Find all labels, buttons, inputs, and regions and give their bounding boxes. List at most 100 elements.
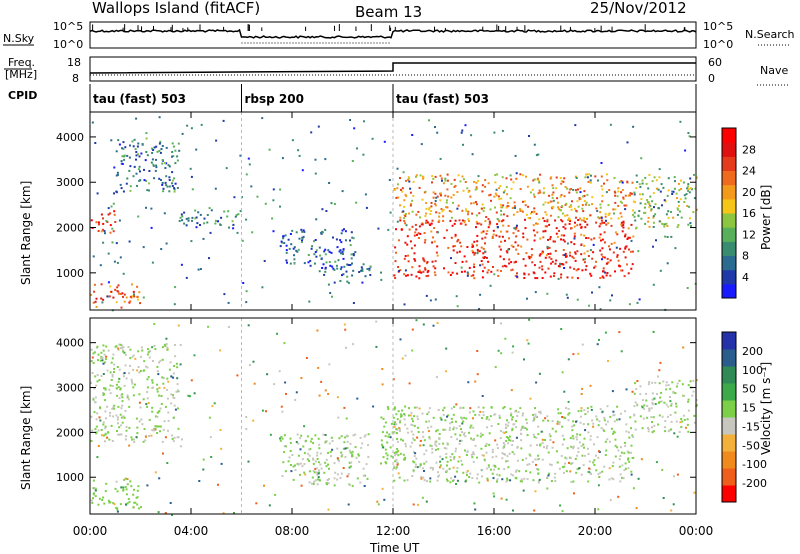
- heatmap-noise: [679, 120, 682, 123]
- heatmap-pixel: [411, 441, 414, 444]
- heatmap-pixel: [593, 237, 596, 240]
- heatmap-pixel: [508, 262, 511, 265]
- x-tick-label: 00:00: [73, 524, 108, 538]
- heatmap-noise: [135, 436, 138, 439]
- heatmap-pixel: [553, 476, 556, 479]
- heatmap-pixel: [481, 276, 484, 279]
- heatmap-pixel: [474, 251, 477, 254]
- heatmap-pixel: [282, 461, 285, 464]
- heatmap-noise: [281, 410, 284, 413]
- heatmap-pixel: [502, 431, 505, 434]
- heatmap-noise: [252, 360, 255, 363]
- heatmap-pixel: [573, 243, 576, 246]
- heatmap-pixel: [600, 219, 603, 222]
- heatmap-pixel: [524, 264, 527, 267]
- heatmap-pixel: [492, 229, 495, 232]
- heatmap-noise: [615, 246, 618, 249]
- heatmap-pixel: [473, 263, 475, 266]
- heatmap-pixel: [459, 439, 462, 442]
- heatmap-pixel: [563, 195, 566, 198]
- heatmap-pixel: [174, 149, 177, 152]
- heatmap-noise: [597, 179, 599, 182]
- heatmap-noise: [561, 510, 564, 513]
- heatmap-pixel: [644, 222, 647, 225]
- heatmap-pixel: [395, 413, 398, 416]
- heatmap-pixel: [574, 189, 577, 192]
- heatmap-pixel: [564, 186, 567, 188]
- heatmap-pixel: [107, 431, 109, 434]
- heatmap-noise: [305, 357, 308, 359]
- heatmap-pixel: [608, 189, 611, 191]
- heatmap-pixel: [128, 301, 131, 304]
- heatmap-pixel: [437, 448, 440, 451]
- heatmap-pixel: [191, 219, 193, 222]
- heatmap-pixel: [533, 264, 536, 267]
- heatmap-noise: [559, 504, 562, 507]
- heatmap-pixel: [92, 479, 95, 482]
- heatmap-pixel: [318, 443, 321, 446]
- heatmap-pixel: [102, 217, 104, 220]
- colorbar-tick-label: -50: [742, 439, 760, 452]
- heatmap-pixel: [326, 483, 328, 486]
- heatmap-pixel: [427, 430, 430, 433]
- cpid-segment-label: tau (fast) 503: [396, 92, 489, 106]
- heatmap-pixel: [187, 219, 190, 222]
- heatmap-pixel: [159, 140, 162, 143]
- heatmap-pixel: [144, 159, 147, 162]
- heatmap-noise: [157, 511, 160, 514]
- heatmap-pixel: [534, 458, 537, 461]
- heatmap-noise: [263, 484, 265, 487]
- heatmap-noise: [601, 258, 603, 261]
- heatmap-pixel: [380, 278, 383, 281]
- heatmap-pixel: [481, 454, 484, 457]
- heatmap-pixel: [597, 456, 600, 459]
- heatmap-pixel: [100, 355, 103, 358]
- heatmap-pixel: [146, 353, 149, 356]
- heatmap-pixel: [499, 203, 502, 206]
- heatmap-pixel: [598, 217, 601, 220]
- heatmap-pixel: [671, 190, 673, 193]
- heatmap-pixel: [347, 281, 350, 284]
- heatmap-pixel: [571, 200, 573, 203]
- heatmap-noise: [500, 209, 503, 212]
- heatmap-noise: [392, 378, 395, 381]
- heatmap-noise: [233, 196, 236, 199]
- heatmap-pixel: [92, 492, 95, 495]
- heatmap-pixel: [322, 433, 325, 436]
- heatmap-pixel: [411, 424, 414, 427]
- heatmap-pixel: [574, 457, 577, 460]
- heatmap-pixel: [446, 173, 449, 176]
- heatmap-pixel: [315, 249, 318, 252]
- heatmap-pixel: [669, 396, 671, 398]
- heatmap-pixel: [577, 410, 580, 413]
- heatmap-pixel: [569, 251, 571, 254]
- heatmap-pixel: [309, 259, 312, 262]
- heatmap-pixel: [136, 295, 139, 298]
- heatmap-pixel: [468, 220, 470, 222]
- heatmap-pixel: [437, 409, 440, 411]
- heatmap-pixel: [435, 444, 438, 447]
- heatmap-pixel: [528, 217, 531, 220]
- heatmap-pixel: [105, 482, 108, 485]
- heatmap-pixel: [334, 471, 337, 474]
- heatmap-pixel: [574, 251, 577, 254]
- heatmap-pixel: [404, 241, 407, 244]
- heatmap-noise: [304, 473, 307, 476]
- heatmap-pixel: [662, 223, 665, 226]
- heatmap-pixel: [544, 225, 547, 228]
- heatmap-pixel: [325, 261, 328, 264]
- heatmap-pixel: [554, 430, 557, 433]
- heatmap-pixel: [138, 393, 141, 396]
- heatmap-pixel: [421, 222, 424, 225]
- heatmap-pixel: [560, 276, 562, 279]
- heatmap-pixel: [556, 461, 559, 464]
- heatmap-pixel: [340, 451, 343, 454]
- heatmap-pixel: [521, 458, 524, 461]
- heatmap-pixel: [354, 433, 357, 436]
- heatmap-pixel: [640, 198, 643, 201]
- heatmap-pixel: [591, 419, 594, 422]
- heatmap-noise: [640, 458, 643, 461]
- heatmap-pixel: [603, 241, 606, 244]
- heatmap-pixel: [450, 436, 453, 438]
- heatmap-pixel: [102, 394, 105, 397]
